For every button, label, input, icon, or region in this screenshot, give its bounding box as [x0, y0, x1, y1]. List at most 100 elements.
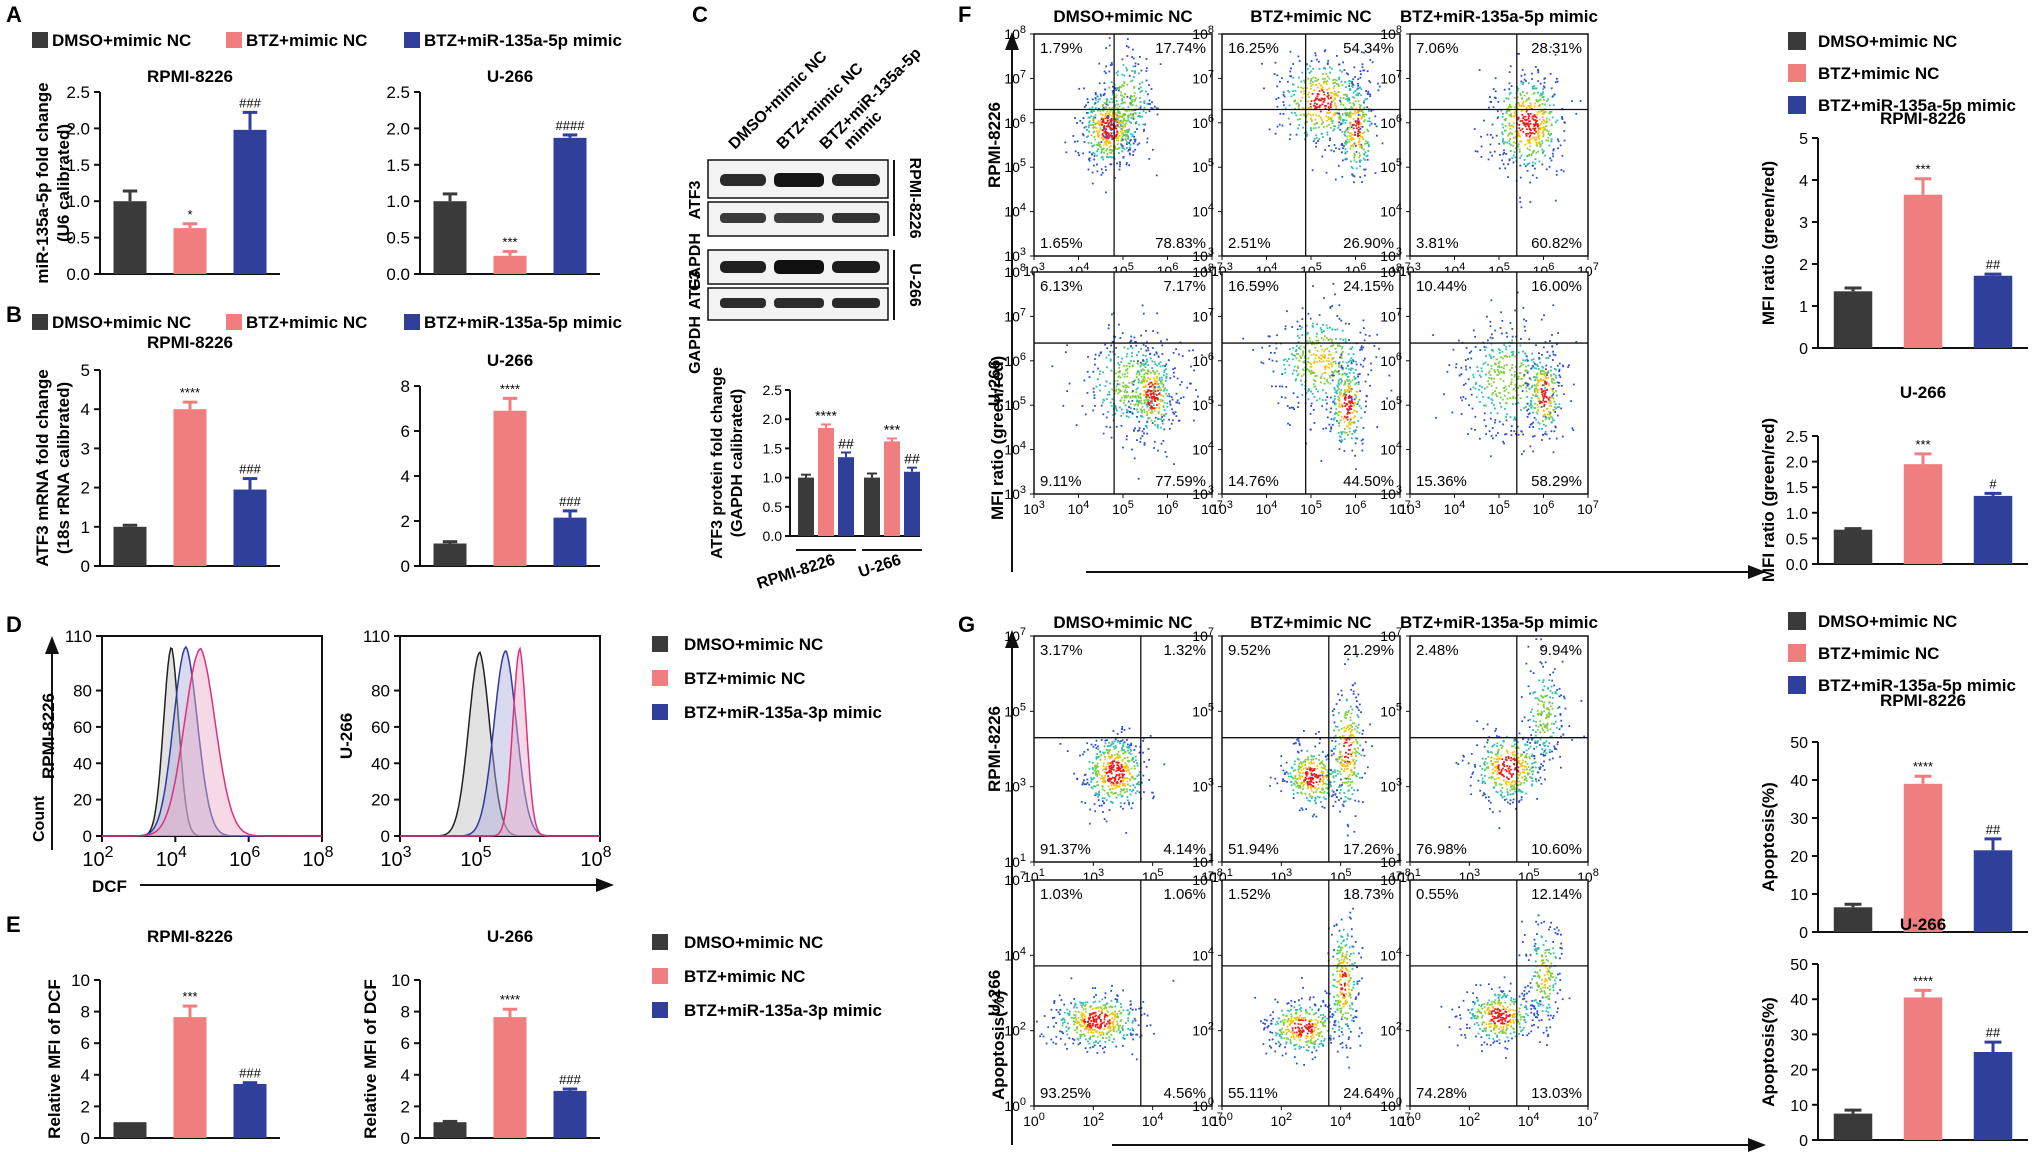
- cytometry-dot: [1340, 378, 1342, 380]
- cytometry-dot: [1151, 367, 1154, 369]
- cytometry-dot: [1518, 127, 1521, 130]
- cytometry-dot: [1541, 439, 1543, 441]
- cytometry-dot: [1507, 134, 1510, 137]
- cytometry-dot: [1307, 799, 1310, 802]
- cytometry-dot: [1552, 373, 1555, 376]
- cytometry-dot: [1353, 175, 1356, 178]
- cytometry-dot: [1334, 78, 1336, 81]
- cytometry-dot: [1550, 87, 1553, 90]
- cytometry-dot: [1336, 328, 1339, 331]
- cytometry-dot: [1494, 419, 1497, 421]
- cytometry-dot: [1095, 747, 1098, 749]
- cytometry-dot: [1375, 356, 1378, 359]
- cytometry-dot: [1563, 130, 1566, 132]
- cytometry-dot: [1150, 408, 1153, 411]
- cytometry-dot: [1091, 98, 1094, 101]
- cytometry-dot: [1099, 122, 1101, 124]
- cytometry-dot: [1096, 163, 1098, 166]
- cytometry-dot: [1509, 322, 1512, 324]
- cytometry-dot: [1542, 390, 1545, 392]
- cytometry-dot: [1099, 751, 1102, 754]
- cytometry-dot: [1552, 304, 1555, 307]
- cytometry-dot: [1335, 79, 1338, 82]
- cytometry-dot: [1121, 84, 1124, 87]
- cytometry-dot: [1357, 132, 1359, 135]
- cytometry-dot: [1516, 394, 1519, 397]
- cytometry-dot: [1563, 121, 1566, 124]
- cytometry-dot: [1537, 409, 1539, 412]
- cytometry-dot: [1366, 158, 1369, 161]
- cytometry-dot: [1097, 100, 1099, 103]
- column-title: DMSO+mimic NC: [1053, 7, 1192, 26]
- cytometry-dot: [1327, 339, 1330, 341]
- cytometry-dot: [1163, 428, 1166, 431]
- panel-letter-d: D: [6, 612, 22, 637]
- cytometry-dot: [1320, 791, 1323, 794]
- cytometry-dot: [1156, 425, 1159, 428]
- cytometry-dot: [1107, 104, 1109, 106]
- cytometry-dot: [1130, 742, 1133, 745]
- cytometry-dot: [1363, 327, 1365, 329]
- cytometry-dot: [1132, 789, 1134, 791]
- cytometry-dot: [1324, 368, 1327, 370]
- cytometry-dot: [1337, 344, 1339, 347]
- cytometry-dot: [1307, 361, 1309, 363]
- bar: [1833, 291, 1873, 348]
- cytometry-dot: [1310, 60, 1313, 62]
- cytometry-dot: [1123, 770, 1125, 772]
- cytometry-dot: [1325, 427, 1327, 430]
- cytometry-dot: [1349, 80, 1352, 83]
- cytometry-dot: [1548, 402, 1551, 405]
- cytometry-dot: [1351, 400, 1353, 403]
- cytometry-dot: [1528, 154, 1530, 156]
- cytometry-dot: [1314, 375, 1317, 377]
- cytometry-dot: [1116, 380, 1119, 382]
- cytometry-dot: [1309, 103, 1312, 105]
- cytometry-dot: [1534, 162, 1537, 165]
- cytometry-dot: [1518, 151, 1521, 153]
- cytometry-dot: [1114, 372, 1117, 375]
- cytometry-dot: [1105, 128, 1107, 130]
- cytometry-dot: [1289, 70, 1292, 73]
- cytometry-dot: [1497, 362, 1500, 365]
- cytometry-dot: [1105, 112, 1107, 115]
- cytometry-dot: [1537, 141, 1540, 144]
- bar: [1973, 495, 2013, 564]
- cytometry-dot: [1283, 363, 1286, 366]
- y-tick-label: 110: [363, 627, 390, 646]
- cytometry-dot: [1483, 404, 1485, 407]
- cytometry-dot: [1293, 365, 1296, 368]
- cytometry-dot: [1558, 368, 1561, 371]
- cytometry-dot: [1357, 82, 1359, 85]
- cytometry-dot: [1096, 762, 1099, 765]
- cytometry-dot: [1520, 385, 1523, 388]
- cytometry-dot: [1311, 343, 1313, 346]
- cytometry-dot: [1543, 395, 1546, 398]
- y-tick-label: 1.0: [1786, 506, 1808, 523]
- cytometry-dot: [1282, 780, 1284, 782]
- blot-band: [832, 261, 880, 273]
- cytometry-dot: [1101, 777, 1104, 780]
- cytometry-dot: [1124, 762, 1127, 764]
- cytometry-dot: [1180, 381, 1183, 383]
- cytometry-dot: [1354, 394, 1356, 396]
- cytometry-dot: [1539, 378, 1542, 380]
- cytometry-dot: [1146, 360, 1148, 363]
- cytometry-dot: [1338, 342, 1341, 345]
- cytometry-dot: [1090, 134, 1093, 137]
- cytometry-dot: [1276, 125, 1279, 128]
- cytometry-dot: [1518, 105, 1521, 107]
- cytometry-dot: [1113, 758, 1116, 760]
- cytometry-dot: [1281, 385, 1284, 388]
- quadrant-label-lower-left: 9.11%: [1040, 473, 1081, 490]
- cytometry-dot: [1509, 150, 1512, 153]
- group-label: U-266: [857, 552, 904, 582]
- cytometry-dot: [1103, 128, 1105, 130]
- cytometry-dot: [1121, 133, 1123, 135]
- cytometry-dot: [1153, 396, 1155, 398]
- cytometry-dot: [1534, 122, 1537, 124]
- x-tick-label: 106: [1533, 499, 1555, 517]
- cytometry-dot: [1359, 122, 1362, 125]
